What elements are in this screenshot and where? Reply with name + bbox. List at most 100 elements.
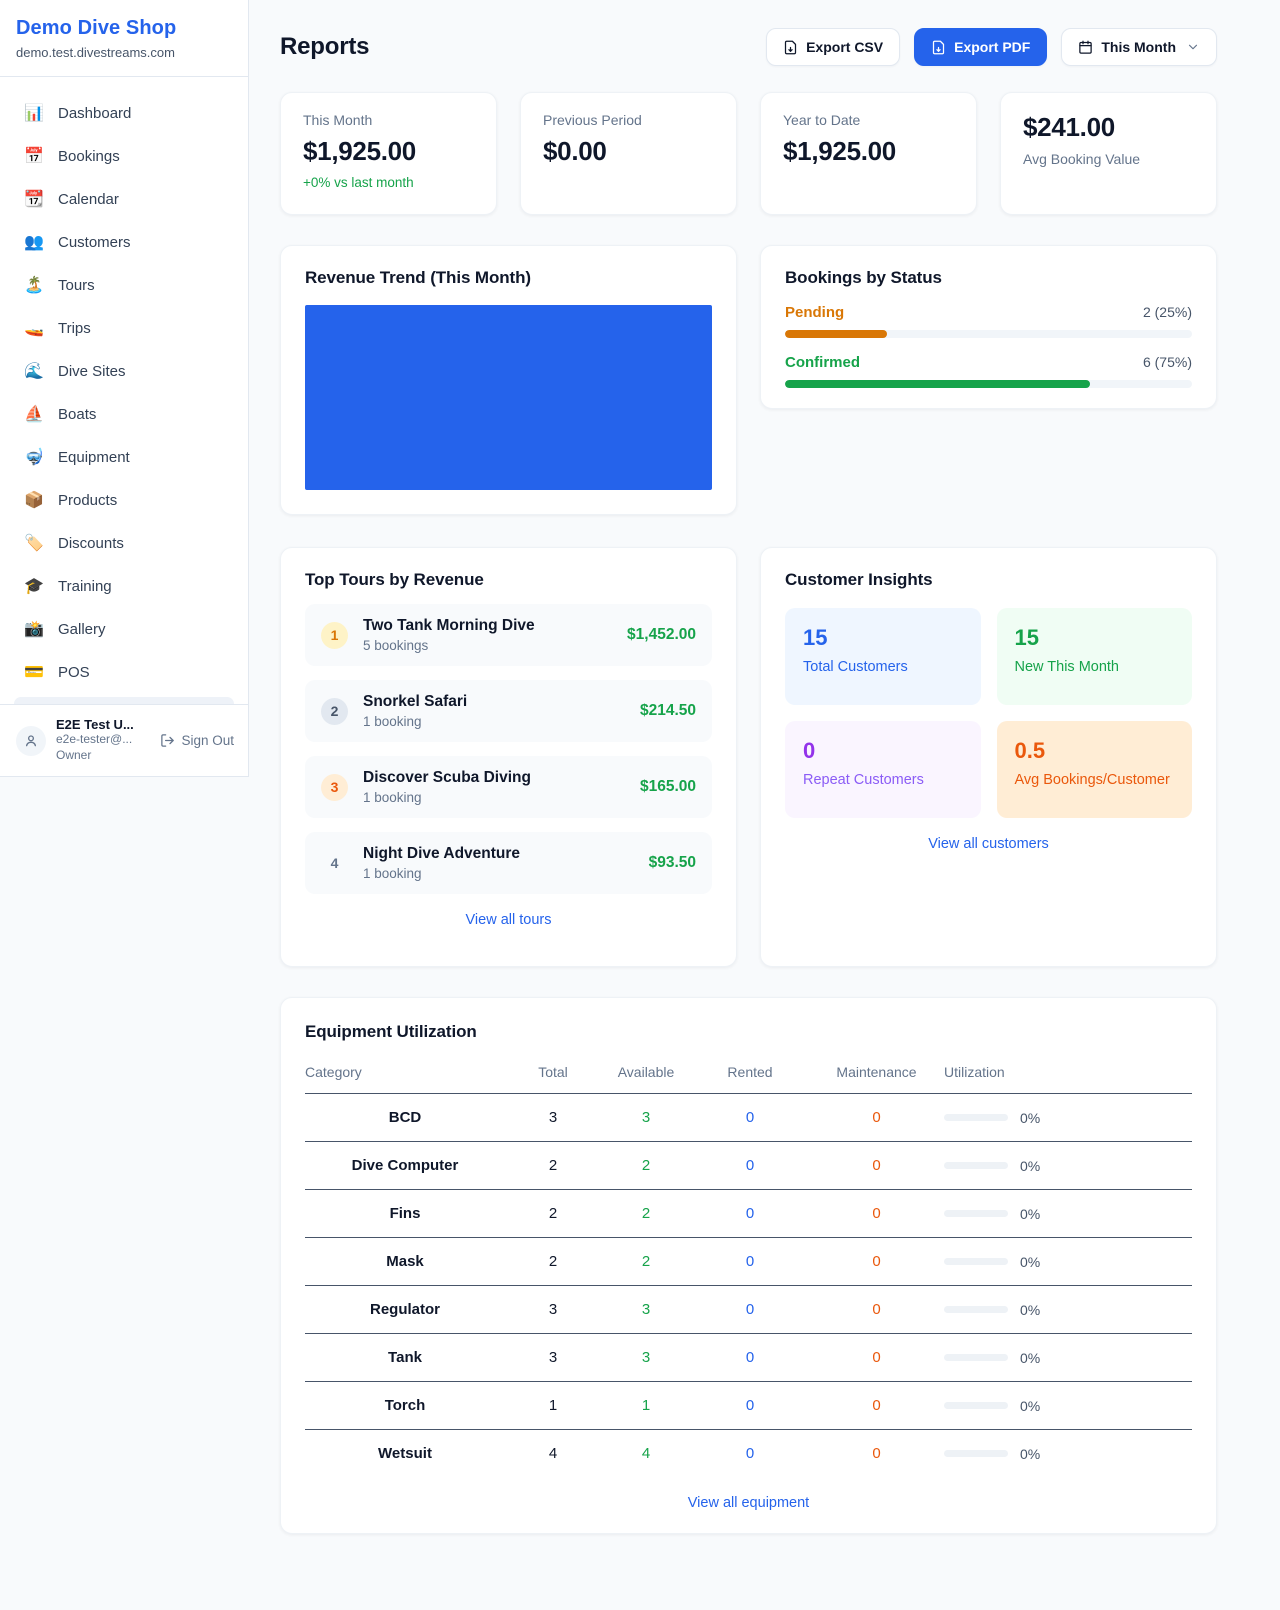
equipment-maintenance: 0 bbox=[809, 1189, 944, 1238]
tour-name: Snorkel Safari bbox=[363, 693, 468, 710]
sidebar-item-tours[interactable]: 🏝️ Tours bbox=[24, 276, 95, 294]
revenue-trend-chart bbox=[305, 305, 712, 490]
stat-label: Avg Booking Value bbox=[1023, 151, 1141, 167]
sidebar-item-boats[interactable]: ⛵ Boats bbox=[24, 405, 97, 423]
utilization-percent: 0% bbox=[1020, 1301, 1041, 1318]
equipment-table: Category Total Available Rented Maintena… bbox=[305, 1058, 1192, 1477]
export-pdf-button[interactable]: Export PDF bbox=[914, 28, 1048, 66]
sidebar-item-products[interactable]: 📦 Products bbox=[24, 491, 118, 509]
utilization-percent: 0% bbox=[1020, 1349, 1041, 1366]
tour-list-item: 4 Night Dive Adventure 1 booking $93.50 bbox=[305, 832, 712, 894]
stat-value: $0.00 bbox=[543, 136, 607, 166]
equipment-category: Wetsuit bbox=[378, 1445, 432, 1462]
status-count: 2 (25%) bbox=[1142, 304, 1192, 320]
stat-card-avg-booking-value: $241.00 Avg Booking Value bbox=[1000, 92, 1217, 215]
table-row: Dive Computer 2 2 0 0 0% bbox=[305, 1141, 1192, 1190]
tour-bookings: 1 booking bbox=[363, 790, 422, 805]
stat-value: $1,925.00 bbox=[303, 136, 416, 166]
insights-row: Top Tours by Revenue 1 Two Tank Morning … bbox=[280, 547, 1217, 967]
utilization-percent: 0% bbox=[1020, 1157, 1041, 1174]
status-count: 6 (75%) bbox=[1142, 354, 1192, 370]
status-label: Pending bbox=[785, 304, 845, 321]
file-download-icon bbox=[932, 40, 945, 54]
utilization-bar-track bbox=[944, 1402, 1008, 1409]
equipment-rented: 0 bbox=[691, 1189, 809, 1238]
equipment-category: Fins bbox=[305, 1189, 505, 1238]
equipment-maintenance: 0 bbox=[809, 1093, 944, 1142]
equipment-total: 3 bbox=[505, 1093, 601, 1142]
period-selector[interactable]: This Month bbox=[1061, 28, 1217, 66]
equipment-rented: 0 bbox=[691, 1237, 809, 1286]
utilization-bar-track bbox=[944, 1306, 1008, 1313]
equipment-icon: 🤿 bbox=[24, 448, 44, 466]
equipment-utilization-card: Equipment Utilization Category Total Ava… bbox=[280, 997, 1217, 1534]
page-header: Reports Export CSV Export PDF This Month bbox=[280, 28, 1217, 66]
tile-repeat-customers: 0 Repeat Customers bbox=[785, 721, 981, 818]
shop-domain: demo.test.divestreams.com bbox=[16, 45, 175, 60]
equipment-category: Regulator bbox=[305, 1285, 505, 1334]
equipment-total: 3 bbox=[505, 1333, 601, 1382]
sidebar-item-dive-sites[interactable]: 🌊 Dive Sites bbox=[24, 362, 126, 380]
calendar-icon: 📆 bbox=[24, 190, 44, 208]
view-all-equipment-link[interactable]: View all equipment bbox=[687, 1495, 810, 1511]
equipment-total: 2 bbox=[505, 1189, 601, 1238]
gallery-icon: 📸 bbox=[24, 620, 44, 638]
equipment-available: 3 bbox=[601, 1333, 691, 1382]
equipment-maintenance: 0 bbox=[809, 1333, 944, 1382]
sidebar-item-calendar[interactable]: 📆 Calendar bbox=[24, 190, 119, 208]
equipment-utilization-title: Equipment Utilization bbox=[305, 1022, 477, 1041]
tile-label: Total Customers bbox=[803, 659, 908, 675]
equipment-available: 1 bbox=[601, 1381, 691, 1430]
status-bar-fill bbox=[785, 330, 887, 338]
sidebar-item-discounts[interactable]: 🏷️ Discounts bbox=[24, 534, 124, 552]
export-csv-button[interactable]: Export CSV bbox=[766, 28, 901, 66]
sidebar-item-bookings[interactable]: 📅 Bookings bbox=[24, 147, 120, 165]
status-row-pending: Pending 2 (25%) bbox=[785, 304, 1192, 338]
sidebar-item-training[interactable]: 🎓 Training bbox=[24, 577, 112, 595]
stat-label: Year to Date bbox=[783, 112, 861, 128]
utilization-bar-track bbox=[944, 1114, 1008, 1121]
user-meta: E2E Test U... e2e-tester@... Owner bbox=[56, 717, 160, 763]
table-row: Regulator 3 3 0 0 0% bbox=[305, 1285, 1192, 1334]
sidebar-item-equipment[interactable]: 🤿 Equipment bbox=[24, 448, 130, 466]
tour-bookings: 1 booking bbox=[363, 714, 422, 729]
tour-bookings: 5 bookings bbox=[363, 638, 429, 653]
equipment-available: 3 bbox=[601, 1285, 691, 1334]
sidebar-item-trips[interactable]: 🚤 Trips bbox=[24, 319, 91, 337]
sidebar-item-dashboard[interactable]: 📊 Dashboard bbox=[24, 104, 132, 122]
sidebar-item-gallery[interactable]: 📸 Gallery bbox=[24, 620, 106, 638]
view-all-customers-link[interactable]: View all customers bbox=[928, 836, 1049, 852]
chevron-down-icon bbox=[1188, 44, 1198, 50]
equipment-maintenance: 0 bbox=[809, 1285, 944, 1334]
utilization-bar-track bbox=[944, 1210, 1008, 1217]
top-tours-card: Top Tours by Revenue 1 Two Tank Morning … bbox=[280, 547, 737, 967]
equipment-available: 2 bbox=[601, 1237, 691, 1286]
discounts-icon: 🏷️ bbox=[24, 534, 44, 552]
equipment-maintenance: 0 bbox=[872, 1445, 881, 1462]
equipment-available: 3 bbox=[601, 1093, 691, 1142]
shop-name: Demo Dive Shop bbox=[16, 17, 177, 39]
equipment-maintenance: 0 bbox=[809, 1237, 944, 1286]
user-email: e2e-tester@... bbox=[56, 732, 133, 747]
sidebar-item-pos[interactable]: 💳 POS bbox=[24, 663, 90, 681]
equipment-total: 4 bbox=[548, 1445, 558, 1462]
training-icon: 🎓 bbox=[24, 577, 44, 595]
boats-icon: ⛵ bbox=[24, 405, 44, 423]
tour-amount: $93.50 bbox=[648, 854, 696, 871]
equipment-rented: 0 bbox=[691, 1141, 809, 1190]
equipment-total: 2 bbox=[505, 1141, 601, 1190]
utilization-percent: 0% bbox=[1020, 1445, 1041, 1462]
equipment-rented: 0 bbox=[691, 1093, 809, 1142]
view-all-tours-link[interactable]: View all tours bbox=[465, 912, 552, 928]
utilization-percent: 0% bbox=[1020, 1253, 1041, 1270]
sidebar-item-customers[interactable]: 👥 Customers bbox=[24, 233, 131, 251]
status-bar-track bbox=[785, 330, 1192, 338]
equipment-rented: 0 bbox=[745, 1445, 755, 1462]
equipment-category: Torch bbox=[305, 1381, 505, 1430]
dashboard-icon: 📊 bbox=[24, 104, 44, 122]
equipment-maintenance: 0 bbox=[809, 1141, 944, 1190]
equipment-available: 2 bbox=[601, 1141, 691, 1190]
tour-amount: $214.50 bbox=[639, 702, 696, 719]
sign-out-button[interactable]: Sign Out bbox=[160, 733, 234, 748]
status-bar-track bbox=[785, 380, 1192, 388]
